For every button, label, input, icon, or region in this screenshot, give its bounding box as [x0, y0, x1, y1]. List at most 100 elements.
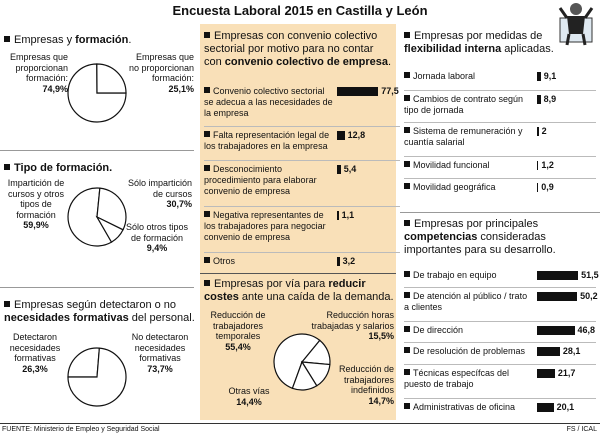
bullet — [404, 72, 410, 78]
bar-row-label: Técnicas específcas del puesto de trabaj… — [404, 368, 534, 390]
bullet — [204, 32, 210, 38]
heading-part: consideradas importantes para su desarro… — [404, 231, 556, 256]
slice-label: Impartición de cursos y otros tipos de f… — [0, 178, 72, 231]
bar — [337, 131, 345, 140]
pie-slice — [67, 347, 101, 378]
pie-slice — [67, 63, 127, 123]
chart-heading: Empresas por principales competencias co… — [404, 218, 598, 257]
bullet — [404, 347, 410, 353]
bullet — [4, 36, 10, 42]
bar-row-label: Movilidad geográfica — [404, 182, 534, 193]
slice-value: 14,4% — [236, 396, 262, 407]
slice-value: 55,4% — [225, 341, 251, 352]
bar-category: Negativa representantes de los trabajado… — [204, 210, 326, 242]
bar-category: Jornada laboral — [413, 71, 476, 81]
bar — [537, 95, 541, 104]
bar-row-label: Cambios de contrato según tipo de jornad… — [404, 94, 534, 116]
bar-row-label: Jornada laboral — [404, 71, 534, 82]
bar — [537, 161, 539, 170]
heading-part: del personal. — [128, 312, 195, 324]
bar-category: Falta representación legal de los trabaj… — [204, 130, 330, 151]
row-separator — [204, 160, 400, 161]
slice-label: Detectaron necesidades formativas 26,3% — [2, 332, 68, 374]
bullet — [204, 165, 210, 171]
bullet — [204, 257, 210, 263]
bar-category: De atención al público / trato a cliente… — [404, 291, 528, 312]
bar — [537, 292, 578, 301]
bar-category: Movilidad funcional — [413, 160, 490, 170]
slice-value: 26,3% — [22, 363, 48, 374]
bar — [337, 211, 339, 220]
heading-part: flexibilidad interna — [404, 43, 502, 55]
bar-row-label: Negativa representantes de los trabajado… — [204, 210, 334, 243]
slice-label: Empresas que proporcionan formación: 74,9… — [2, 52, 68, 94]
bar — [537, 403, 554, 412]
bullet — [204, 87, 210, 93]
row-separator — [404, 178, 596, 179]
bar-value: 51,5 — [581, 270, 599, 280]
bar — [337, 257, 340, 266]
bar-row-label: Convenio colectivo sectorial se adecua a… — [204, 86, 334, 119]
bar-category: Cambios de contrato según tipo de jornad… — [404, 94, 524, 115]
credit: FS / ICAL — [566, 426, 597, 433]
bar — [537, 183, 539, 192]
pie-slice — [291, 360, 318, 391]
bullet — [404, 292, 410, 298]
bar — [537, 271, 579, 280]
heading-part: reducir costes — [204, 278, 366, 303]
bullet — [404, 32, 410, 38]
slice-value: 25,1% — [168, 83, 194, 94]
bullet — [4, 164, 10, 170]
bar-value: 1,1 — [341, 210, 355, 220]
bar-category: Convenio colectivo sectorial se adecua a… — [204, 86, 333, 118]
bullet — [404, 183, 410, 189]
slice-category: Otras vías — [228, 386, 270, 396]
row-separator — [204, 206, 400, 207]
slice-category: Detectaron necesidades formativas — [9, 332, 61, 363]
bar-row-label: Desconocimiento procedimiento para elabo… — [204, 164, 334, 197]
bullet — [404, 326, 410, 332]
bar-row-label: De dirección — [404, 325, 534, 336]
bar-value: 3,2 — [342, 256, 356, 266]
bullet — [404, 220, 410, 226]
chart-heading: Empresas por vía para reducir costes ant… — [204, 278, 394, 304]
bar-value: 12,8 — [347, 130, 366, 140]
page-title: Encuesta Laboral 2015 en Castilla y León — [172, 3, 428, 18]
separator — [200, 273, 396, 274]
bar-row-label: De resolución de problemas — [404, 346, 534, 357]
pie-slice — [273, 333, 321, 390]
bullet — [204, 131, 210, 137]
bullet — [204, 280, 210, 286]
slice-category: Reducción horas trabajadas y salarios — [311, 310, 394, 331]
bullet — [404, 127, 410, 133]
bar — [537, 347, 560, 356]
bar-value: 1,2 — [541, 160, 554, 170]
pie-slice — [67, 347, 127, 407]
bullet — [4, 301, 10, 307]
chart-heading: Empresas y formación. — [4, 34, 194, 47]
slice-value: 74,9% — [42, 83, 68, 94]
slice-category: Impartición de cursos y otros tipos de f… — [7, 178, 65, 220]
heading-part: Empresas por medidas de — [414, 30, 543, 42]
bar — [537, 127, 539, 136]
bar-row-label: Movilidad funcional — [404, 160, 534, 171]
heading-part: . — [388, 56, 392, 68]
slice-label: Otras vías 14,4% — [218, 386, 280, 407]
bar — [337, 87, 379, 96]
heading-part: Empresas según detectaron o no — [14, 299, 177, 311]
slice-category: Sólo impartición de cursos — [127, 178, 192, 199]
slice-label: No detectaron necesidades formativas 73,7… — [126, 332, 194, 374]
row-separator — [404, 287, 596, 288]
separator — [0, 287, 194, 288]
bar-category: Desconocimiento procedimiento para elabo… — [204, 164, 317, 196]
slice-value: 14,7% — [368, 395, 394, 406]
row-separator — [404, 156, 596, 157]
heading-part: . — [128, 34, 132, 46]
heading-part: necesidades formativas — [4, 312, 129, 324]
row-separator — [404, 122, 596, 123]
pie-slice — [96, 187, 127, 231]
row-separator — [404, 398, 596, 399]
